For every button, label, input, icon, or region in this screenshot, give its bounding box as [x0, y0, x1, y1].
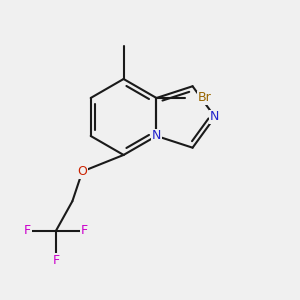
Text: O: O	[77, 165, 87, 178]
Text: F: F	[80, 224, 88, 237]
Text: N: N	[210, 110, 220, 124]
Text: N: N	[152, 130, 161, 142]
Text: F: F	[24, 224, 32, 237]
Text: F: F	[52, 254, 59, 267]
Text: Br: Br	[198, 92, 212, 104]
